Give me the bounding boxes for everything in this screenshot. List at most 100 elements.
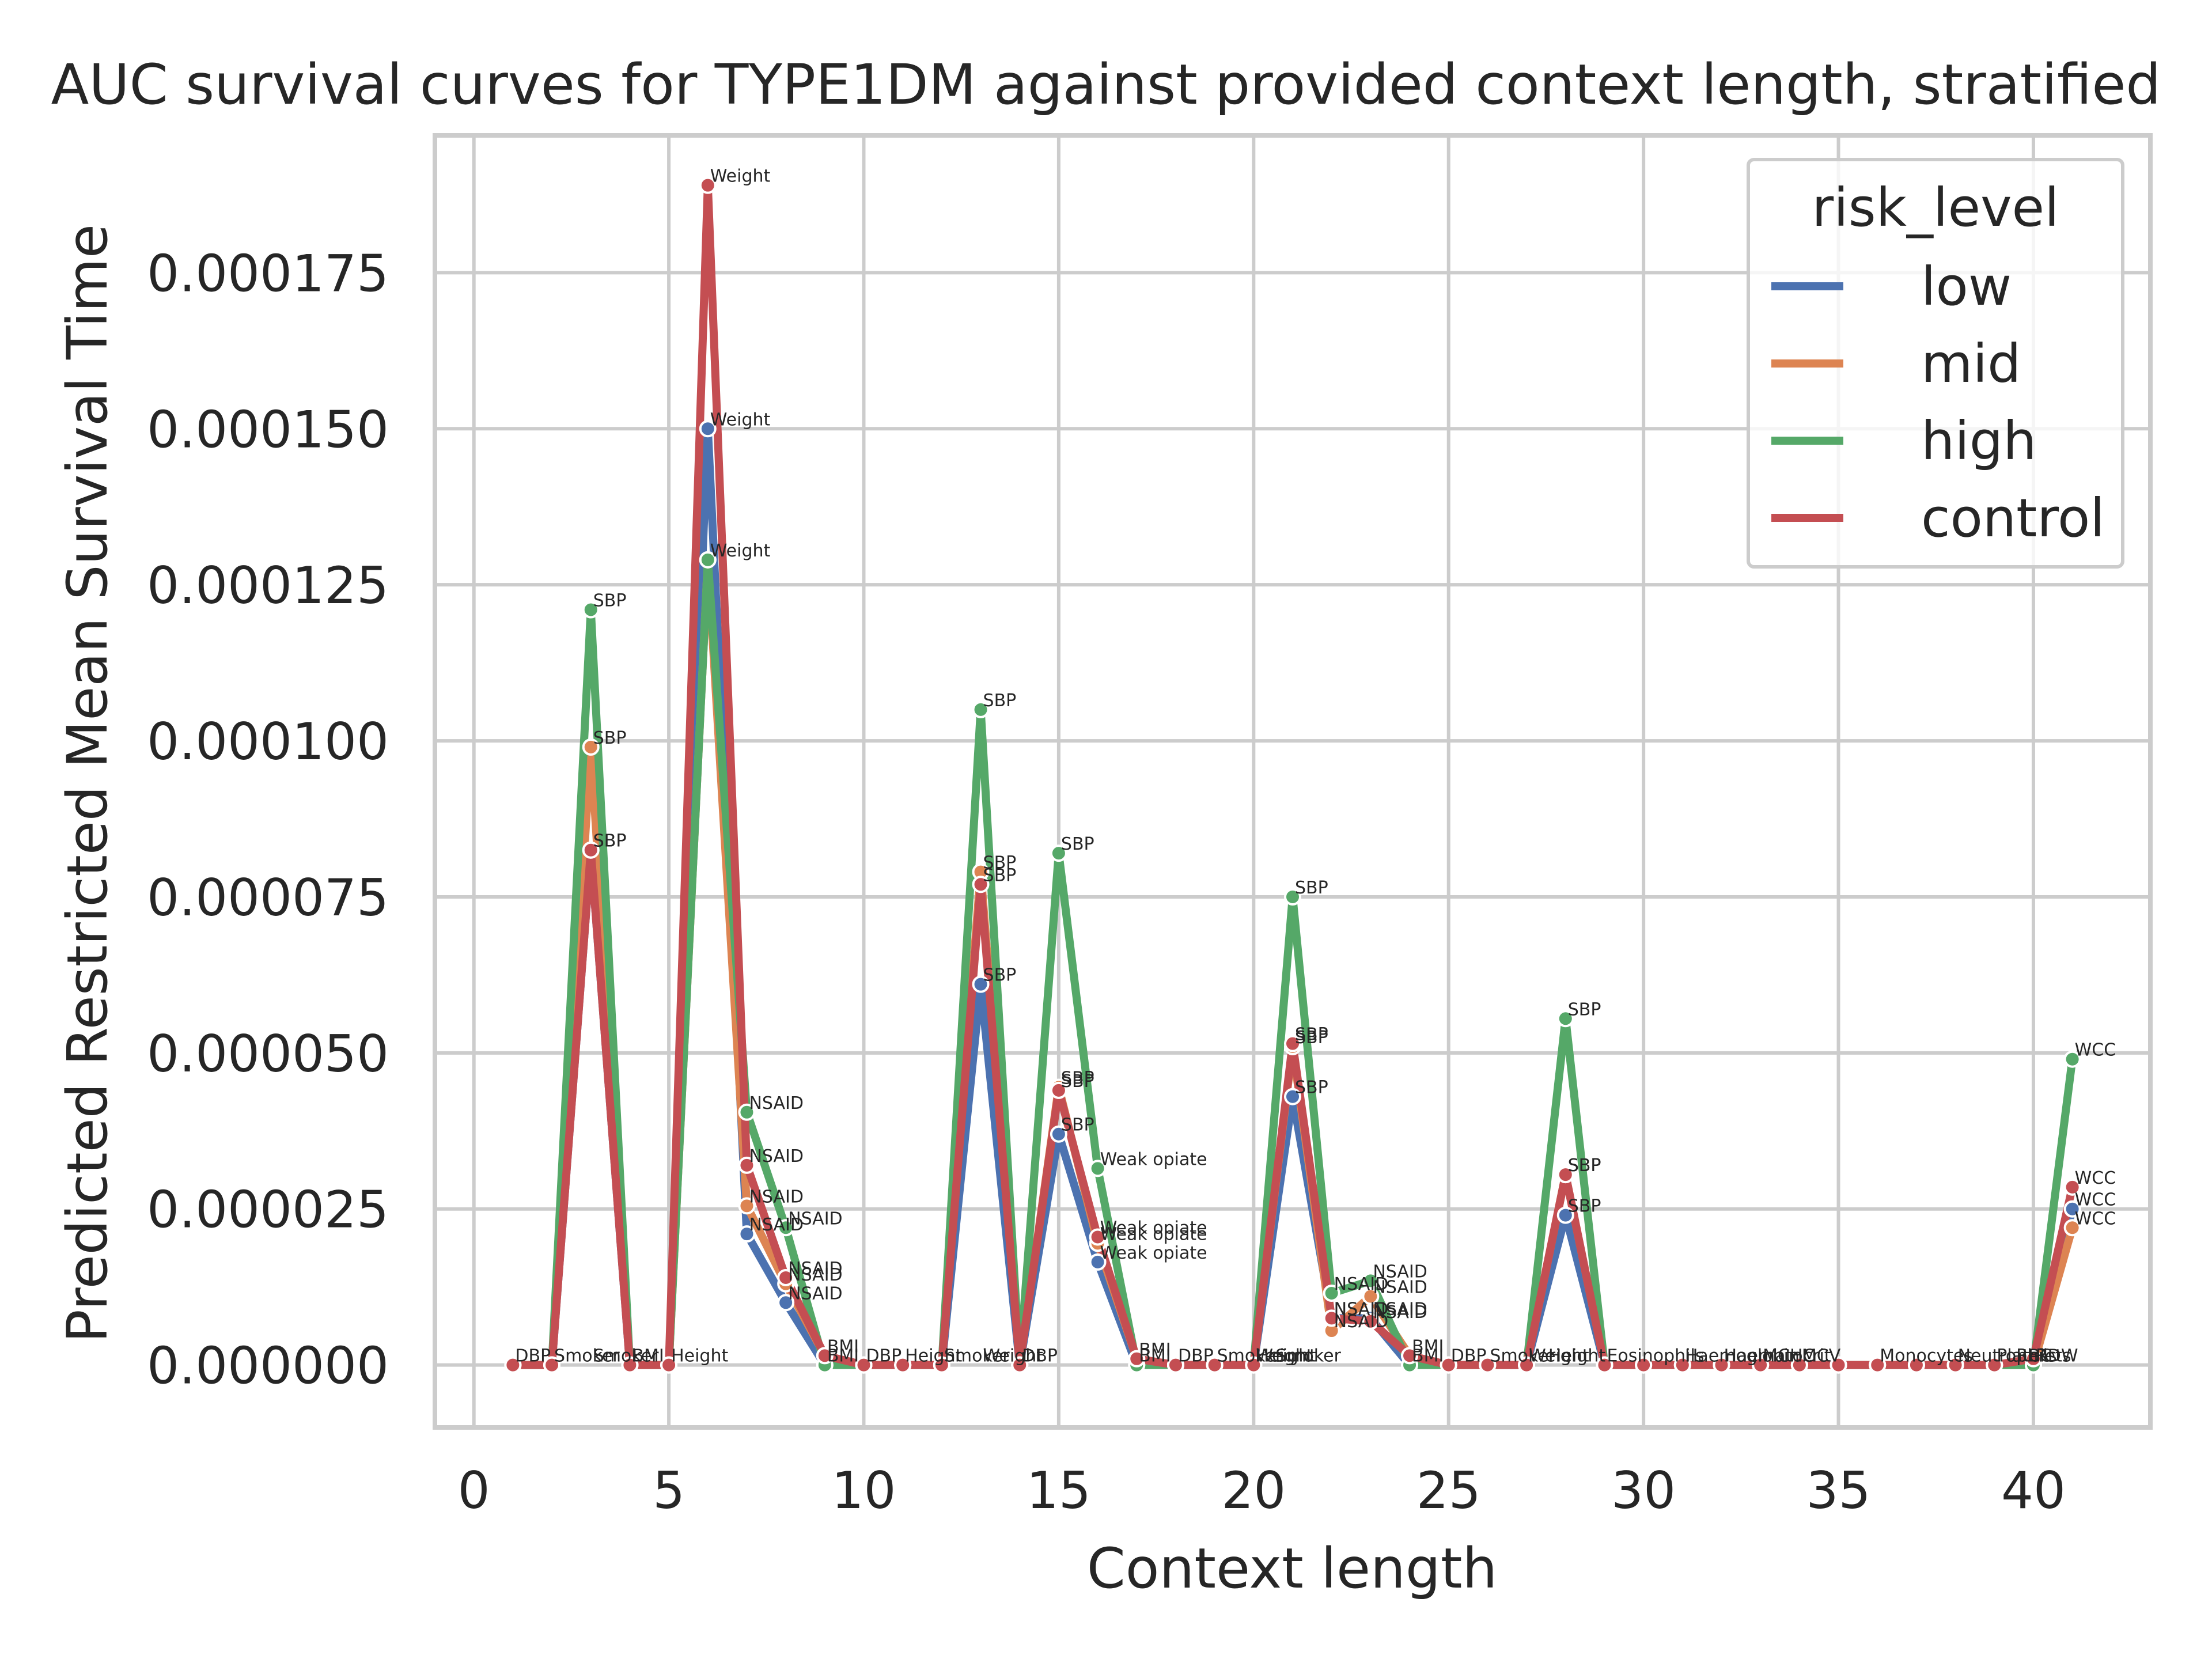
data-point	[621, 1356, 639, 1374]
data-point	[699, 420, 717, 438]
point-annotation: Smoker	[554, 1346, 620, 1366]
x-tick-label: 40	[2001, 1461, 2066, 1520]
point-annotation: SBP	[1295, 1028, 1328, 1048]
data-point	[1946, 1356, 1964, 1374]
y-tick-label: 0.000125	[147, 556, 389, 615]
data-point	[1050, 844, 1067, 862]
point-annotation: NSAID	[1373, 1262, 1427, 1282]
y-tick-label: 0.000150	[147, 400, 389, 459]
data-point	[1128, 1350, 1146, 1368]
point-annotation: WCC	[2075, 1190, 2116, 1210]
data-point	[1362, 1312, 1380, 1330]
point-annotation: Weight	[710, 410, 771, 430]
point-annotation: Monocytes	[1880, 1346, 1973, 1366]
point-annotation: Height	[1256, 1346, 1313, 1366]
y-tick-label: 0.000075	[147, 868, 389, 927]
point-annotation: Weak opiate	[1100, 1243, 1207, 1263]
data-point	[972, 876, 990, 893]
data-point	[1518, 1356, 1536, 1374]
x-tick-label: 5	[653, 1461, 685, 1520]
legend-title: risk_level	[1812, 177, 2059, 238]
data-point	[1401, 1347, 1419, 1365]
data-point	[738, 1156, 756, 1174]
point-annotation: Smoker	[1217, 1346, 1283, 1366]
x-tick-label: 35	[1806, 1461, 1871, 1520]
point-annotation: SBP	[1295, 1078, 1328, 1098]
y-tick-labels: 0.000000 0.000025 0.000050 0.000075 0.000100…	[147, 244, 389, 1395]
x-tick-label: 20	[1221, 1461, 1286, 1520]
data-point	[1206, 1356, 1224, 1374]
point-annotation: NSAID	[749, 1093, 804, 1113]
point-annotation: BMI	[827, 1336, 859, 1357]
point-annotation: SBP	[1295, 878, 1328, 898]
data-point	[1323, 1285, 1340, 1302]
point-annotation: Weight	[710, 541, 771, 561]
point-annotation: WCC	[2075, 1209, 2116, 1229]
point-annotation: SBP	[1061, 1068, 1094, 1088]
point-annotation: Weak opiate	[1100, 1218, 1207, 1238]
data-point	[816, 1347, 834, 1365]
point-annotation: MCV	[1802, 1346, 1841, 1366]
point-annotation: NSAID	[1334, 1299, 1389, 1319]
point-annotation: SBP	[1295, 1025, 1328, 1045]
data-point	[777, 1268, 795, 1286]
y-tick-label: 0.000100	[147, 712, 389, 771]
point-annotation: SBP	[983, 965, 1017, 986]
data-point	[582, 601, 600, 619]
point-annotation: SBP	[983, 691, 1017, 711]
plot-frame	[433, 133, 2153, 1430]
data-point	[504, 1356, 522, 1374]
legend-label-low: low	[1921, 256, 2012, 317]
chart-title: AUC survival curves for TYPE1DM against …	[51, 52, 2161, 117]
point-annotation: DBP	[1022, 1346, 1058, 1366]
data-point	[1869, 1356, 1887, 1374]
point-annotation: SBP	[593, 728, 627, 748]
point-annotation: RDW	[2036, 1346, 2078, 1366]
data-point	[1089, 1160, 1107, 1177]
data-point	[699, 176, 717, 194]
point-annotation: SBP	[1568, 1156, 1601, 1176]
point-annotation: DBP	[1451, 1346, 1487, 1366]
data-point	[855, 1356, 873, 1374]
data-point	[1556, 1206, 1574, 1224]
point-annotation: NSAID	[1373, 1302, 1427, 1323]
point-annotation: Weight	[983, 1346, 1044, 1366]
point-annotation: BMI	[632, 1346, 664, 1366]
legend-label-control: control	[1921, 487, 2105, 549]
data-point	[1713, 1356, 1730, 1374]
data-point	[1284, 1088, 1301, 1105]
point-annotation: Weight	[1529, 1346, 1589, 1366]
y-tick-label: 0.000000	[147, 1336, 389, 1396]
data-point	[699, 551, 717, 569]
point-annotation: SBP	[593, 591, 627, 611]
x-tick-label: 30	[1611, 1461, 1676, 1520]
point-annotation: SBP	[593, 831, 627, 851]
point-annotation: DBP	[866, 1346, 902, 1366]
legend-box	[1747, 158, 2124, 569]
x-tick-label: 25	[1416, 1461, 1481, 1520]
data-point	[972, 700, 990, 718]
data-point	[1556, 1166, 1574, 1184]
point-annotation: WCC	[2075, 1168, 2116, 1188]
point-annotation: Weak opiate	[1100, 1149, 1207, 1169]
data-point	[1986, 1356, 2003, 1374]
point-annotation: NSAID	[749, 1215, 804, 1235]
x-tick-labels: 0 5 10 15 20 25 30 35 40	[458, 1461, 2066, 1520]
data-point	[1050, 1125, 1067, 1143]
data-point	[1323, 1309, 1340, 1327]
data-point	[738, 1103, 756, 1121]
data-point	[1089, 1253, 1107, 1271]
point-annotation: Eosinophils	[1607, 1346, 1704, 1366]
data-point	[1479, 1356, 1497, 1374]
point-annotation: Height	[1548, 1346, 1605, 1366]
point-annotation: NSAID	[1334, 1312, 1389, 1332]
point-annotation: WCC	[2075, 1040, 2116, 1060]
point-annotation: NSAID	[749, 1187, 804, 1207]
point-annotation: Neutrophils	[1958, 1346, 2057, 1366]
data-point	[2024, 1350, 2042, 1368]
point-annotation: NSAID	[788, 1209, 843, 1229]
data-point	[777, 1219, 795, 1237]
point-annotation: SBP	[983, 865, 1017, 885]
point-annotation: BMI	[1139, 1340, 1171, 1360]
point-annotation: Smoker	[1275, 1346, 1341, 1366]
